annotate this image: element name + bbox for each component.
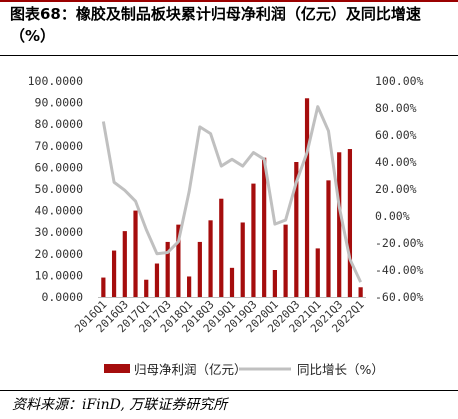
bar <box>304 98 310 297</box>
legend: 归母净利润（亿元） 同比增长（%） <box>104 362 384 377</box>
x-axis: 2016Q12016Q32017Q12017Q32018Q12018Q32019… <box>72 297 367 335</box>
bar <box>165 241 170 297</box>
right-tick-label: 40.00% <box>375 155 417 169</box>
bar <box>133 210 138 297</box>
bar <box>229 267 235 297</box>
bar <box>208 220 213 297</box>
left-tick-label: 80.0000 <box>35 117 84 131</box>
bar <box>197 241 202 297</box>
bar <box>176 224 181 297</box>
right-tick-label: 60.00% <box>375 128 417 142</box>
bar <box>122 231 127 297</box>
legend-bar-label: 归母净利润（亿元） <box>134 362 247 377</box>
bar <box>262 157 267 297</box>
bar <box>219 198 224 297</box>
left-tick-label: 60.0000 <box>35 160 84 174</box>
right-tick-label: 0.00% <box>375 209 410 223</box>
left-tick-label: 50.0000 <box>35 182 84 196</box>
left-tick-label: 70.0000 <box>35 139 84 153</box>
chart-bottom-divider <box>0 390 458 391</box>
legend-line-label: 同比增长（%） <box>297 362 384 377</box>
bar <box>315 248 320 297</box>
left-tick-label: 90.0000 <box>35 96 84 110</box>
right-tick-label: -40.00% <box>375 263 424 277</box>
left-tick-label: 10.0000 <box>35 268 84 282</box>
chart: 0.0000 10.0000 20.0000 30.0000 40.0000 50.000… <box>28 74 424 377</box>
title-divider <box>0 55 458 56</box>
bar <box>111 250 117 297</box>
left-tick-label: 0.0000 <box>41 290 83 304</box>
left-tick-label: 20.0000 <box>35 247 84 261</box>
right-tick-label: -60.00% <box>375 290 424 304</box>
right-tick-label: -20.00% <box>375 236 424 250</box>
bar <box>251 183 256 297</box>
line-series <box>101 105 362 283</box>
bar <box>294 162 299 297</box>
bar <box>144 279 149 297</box>
left-tick-label: 100.0000 <box>28 74 83 88</box>
bar <box>358 287 363 297</box>
bar <box>337 152 342 297</box>
left-tick-label: 30.0000 <box>35 225 84 239</box>
legend-bar-swatch <box>104 364 130 373</box>
bar <box>326 180 331 297</box>
growth-line <box>101 105 362 283</box>
left-axis: 0.0000 10.0000 20.0000 30.0000 40.0000 50.000… <box>28 74 83 304</box>
bar <box>272 270 277 297</box>
bar <box>347 149 353 297</box>
bar <box>283 224 288 297</box>
right-tick-label: 100.00% <box>375 74 424 88</box>
bar-series <box>101 98 363 297</box>
source-note: 资料来源：iFinD, 万联证券研究所 <box>12 397 228 413</box>
top-border <box>0 0 458 2</box>
bar <box>154 263 160 297</box>
right-tick-label: 80.00% <box>375 101 417 115</box>
bar <box>101 277 106 297</box>
chart-title: 图表68：橡胶及制品板块累计归母净利润（亿元）及同比增速（%） <box>10 5 421 45</box>
right-axis: -60.00% -40.00% -20.00% 0.00% 20.00% 40.00% 60… <box>375 74 424 304</box>
left-tick-label: 40.0000 <box>35 204 84 218</box>
bar <box>187 276 192 297</box>
right-tick-label: 20.00% <box>375 182 417 196</box>
bar <box>240 222 245 297</box>
